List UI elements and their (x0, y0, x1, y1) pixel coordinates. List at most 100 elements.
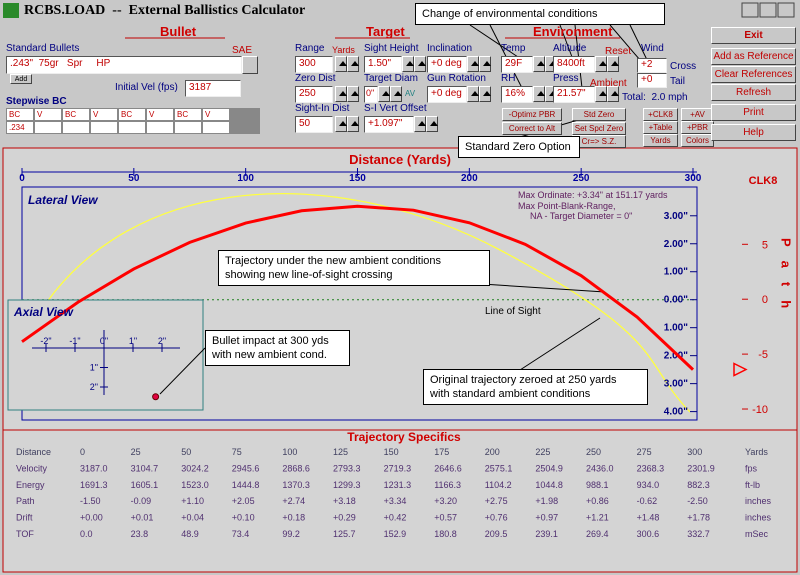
trajectory (21, 204, 695, 371)
callout-line: Change of environmental conditions (422, 8, 598, 20)
label: Wind (641, 43, 664, 54)
spin-button[interactable] (390, 86, 402, 102)
bc-cell[interactable] (62, 121, 90, 134)
bc-cell[interactable] (174, 121, 202, 134)
callout-line: with new ambient cond. (212, 349, 327, 361)
button[interactable]: -Optimz PBR (502, 108, 562, 121)
button[interactable]: Set Spcl Zero (572, 122, 626, 135)
side-button[interactable]: Print (711, 104, 796, 121)
spin-button[interactable] (347, 86, 359, 102)
zero-dist-input[interactable]: 250 (295, 86, 333, 103)
side-button[interactable]: Exit (711, 27, 796, 44)
button[interactable]: +Table (643, 121, 678, 134)
range-input[interactable]: 300 (295, 56, 333, 73)
spin-button[interactable] (595, 86, 607, 102)
side-button[interactable]: Help (711, 124, 796, 141)
annotation: NA - Target Diameter = 0" (530, 211, 632, 221)
spin-button[interactable] (467, 56, 479, 72)
side-button[interactable]: Clear References (711, 66, 796, 83)
bc-cell[interactable] (146, 121, 174, 134)
y2-tick-label: 5 (762, 239, 768, 251)
table-cell: +3.18 (333, 496, 356, 506)
spin-button[interactable] (347, 56, 359, 72)
spin-button[interactable] (426, 116, 438, 132)
svo-input[interactable]: +1.097" (364, 116, 414, 133)
table-cell: inches (745, 496, 772, 506)
axial-tick-label: 0" (100, 336, 108, 346)
button[interactable]: +AV (681, 108, 714, 121)
press-input[interactable]: 21.57" (553, 86, 595, 103)
minimize[interactable] (741, 2, 759, 18)
temp-input[interactable]: 29F (501, 56, 533, 73)
table-cell: Energy (16, 480, 45, 490)
table-cell: 2368.3 (637, 463, 665, 473)
spin-button[interactable] (335, 56, 347, 72)
bc-cell[interactable] (34, 121, 62, 134)
spin-button[interactable] (335, 116, 347, 132)
button[interactable]: +PBR (681, 121, 714, 134)
initial-vel-input[interactable]: 3187 (185, 80, 241, 97)
button[interactable]: Correct to Alt (502, 122, 562, 135)
close[interactable] (777, 2, 795, 18)
table-cell: 175 (434, 447, 449, 457)
spin-button[interactable] (402, 56, 414, 72)
altitude-input[interactable]: 8400ft (553, 56, 595, 73)
button[interactable]: Colors (681, 134, 714, 147)
spin-button[interactable] (607, 86, 619, 102)
table-cell: 73.4 (232, 529, 250, 539)
spin-button[interactable] (347, 116, 359, 132)
button[interactable]: Std Zero (572, 108, 626, 121)
y2-tick-label: 0 (762, 294, 768, 306)
spin-button[interactable] (479, 86, 491, 102)
axial-tick-label: -2" (40, 336, 51, 346)
spin-button[interactable] (414, 56, 426, 72)
table-cell: 1605.1 (131, 480, 159, 490)
rh-input[interactable]: 16% (501, 86, 533, 103)
bc-cell[interactable] (90, 121, 118, 134)
table-cell: 2504.9 (535, 463, 563, 473)
bc-header: BC (6, 108, 34, 121)
bc-cell[interactable] (118, 121, 146, 134)
button[interactable]: +CLK8 (643, 108, 678, 121)
button[interactable]: Yards (643, 134, 678, 147)
y-tick-label: 3.00" (664, 379, 688, 390)
table-cell: 2646.6 (434, 463, 462, 473)
axial-tick-label: 1" (90, 363, 98, 373)
wind-cross-input[interactable]: +2 (637, 58, 667, 73)
y-tick-label: 4.00" (664, 407, 688, 418)
maximize[interactable] (759, 2, 777, 18)
spin-button[interactable] (533, 86, 545, 102)
bc-cell[interactable] (202, 121, 230, 134)
spin-button[interactable] (533, 56, 545, 72)
annotation: Max Point-Blank-Range, (518, 201, 616, 211)
dropdown-button[interactable] (242, 56, 258, 74)
view-label: Lateral View (28, 193, 98, 207)
spin-button[interactable] (414, 116, 426, 132)
bc-cell[interactable]: .234 (6, 121, 34, 134)
spin-button[interactable] (595, 56, 607, 72)
label: Altitude (553, 43, 587, 54)
y2-marker (733, 362, 748, 377)
target-diam-input[interactable]: 0" (364, 86, 378, 103)
gun-rotation-input[interactable]: +0 deg (427, 86, 467, 103)
y2-tick-label: -5 (758, 349, 768, 361)
button[interactable]: Cr=> S.Z. (572, 135, 626, 148)
side-button[interactable]: Refresh (711, 84, 796, 101)
side-button[interactable]: Add as Reference (711, 48, 796, 65)
table-cell: 0.0 (80, 529, 93, 539)
bullet-select[interactable]: .243" 75gr Spr HP (6, 56, 242, 74)
table-cell: 2436.0 (586, 463, 614, 473)
spin-button[interactable] (467, 86, 479, 102)
label: RH (501, 73, 516, 84)
sight-in-input[interactable]: 50 (295, 116, 333, 133)
spin-button[interactable] (335, 86, 347, 102)
spin-button[interactable] (479, 56, 491, 72)
spin-button[interactable] (378, 86, 390, 102)
sight-height-input[interactable]: 1.50" (364, 56, 402, 73)
inclination-input[interactable]: +0 deg (427, 56, 467, 73)
wind-tail-input[interactable]: +0 (637, 73, 667, 88)
add-button[interactable]: Add (10, 74, 32, 84)
table-cell: 75 (232, 447, 242, 457)
spin-button[interactable] (607, 56, 619, 72)
